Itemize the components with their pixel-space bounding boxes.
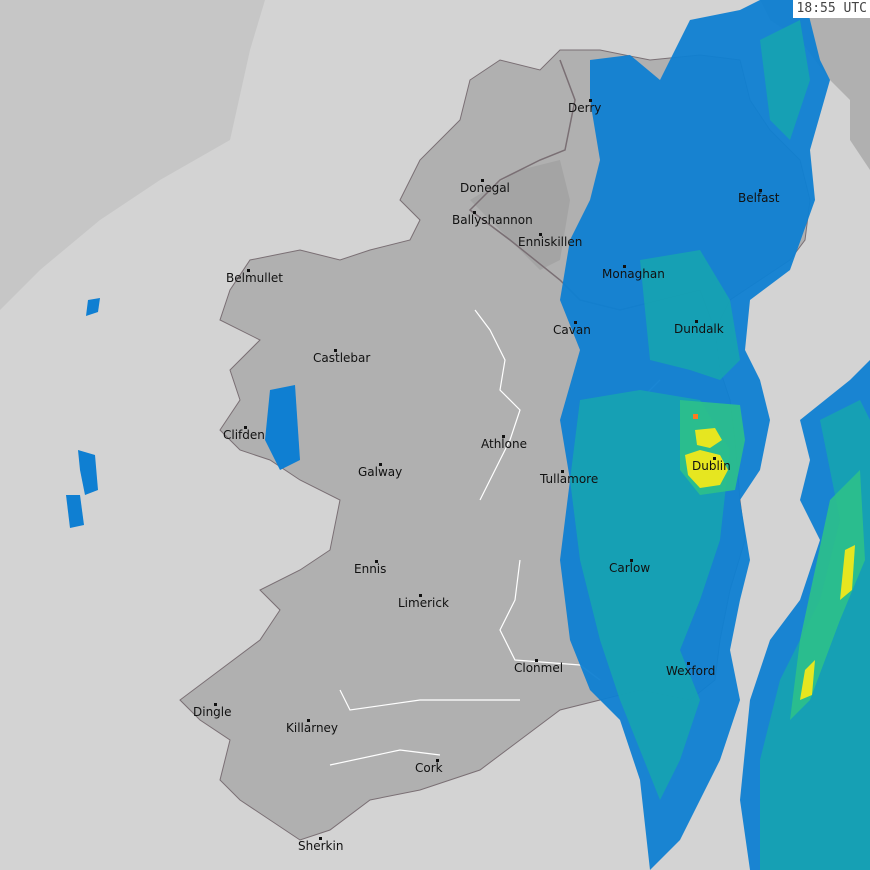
city-marker: [695, 320, 698, 323]
city-marker: [535, 659, 538, 662]
city-label: Dublin: [692, 459, 731, 473]
city-marker: [539, 233, 542, 236]
city-marker: [379, 463, 382, 466]
city-marker: [574, 321, 577, 324]
city-label: Galway: [358, 465, 403, 479]
city-label: Monaghan: [602, 267, 665, 281]
city-label: Castlebar: [313, 351, 371, 365]
radar-out-of-range-area: [0, 0, 265, 310]
rain-west-cell-2: [66, 495, 84, 528]
city-label: Belfast: [738, 191, 780, 205]
city-label: Belmullet: [226, 271, 283, 285]
city-marker: [589, 99, 592, 102]
city-marker: [247, 269, 250, 272]
city-label: Cork: [415, 761, 443, 775]
rain-very-heavy-dublin: [685, 450, 728, 488]
city-label: Dundalk: [674, 322, 724, 336]
rain-extreme-cell: [693, 414, 698, 419]
city-marker: [334, 349, 337, 352]
land-fermanagh-darker: [470, 160, 570, 270]
city-marker: [319, 837, 322, 840]
city-marker: [759, 189, 762, 192]
city-label: Clonmel: [514, 661, 564, 675]
land-scotland: [760, 0, 870, 170]
timestamp-label: 18:55 UTC: [792, 0, 870, 18]
rain-very-heavy-irish-sea: [840, 545, 855, 600]
city-label: Sherkin: [298, 839, 344, 853]
city-marker: [687, 662, 690, 665]
city-label: Derry: [568, 101, 602, 115]
rain-moderate-2: [570, 390, 730, 800]
city-label: Clifden: [223, 428, 265, 442]
city-marker: [713, 457, 716, 460]
city-marker: [244, 426, 247, 429]
city-label: Killarney: [286, 721, 339, 735]
city-label: Wexford: [666, 664, 716, 678]
city-label: Ennis: [354, 562, 387, 576]
radar-echoes: [66, 0, 870, 870]
city-marker: [307, 719, 310, 722]
city-label: Cavan: [553, 323, 591, 337]
rain-heavy-2: [790, 470, 865, 720]
city-marker: [481, 179, 484, 182]
rain-very-heavy-sea-2: [800, 660, 815, 700]
city-label: Dingle: [193, 705, 232, 719]
rain-west-cell-3: [86, 298, 100, 316]
city-marker: [436, 759, 439, 762]
city-label: Athlone: [481, 437, 527, 451]
city-marker: [473, 211, 476, 214]
city-label: Donegal: [460, 181, 510, 195]
city-label: Enniskillen: [518, 235, 583, 249]
city-marker: [561, 470, 564, 473]
city-label: Ballyshannon: [452, 213, 533, 227]
city-marker: [630, 559, 633, 562]
city-marker: [214, 703, 217, 706]
rain-moderate-1: [640, 250, 740, 380]
rain-west-cell-4: [265, 385, 300, 470]
rain-very-heavy-north-dublin: [695, 428, 722, 448]
rain-moderate-4: [760, 20, 810, 140]
river-blackwater: [339, 689, 520, 711]
city-label: Tullamore: [540, 472, 599, 486]
rain-west-cell-1: [78, 450, 98, 495]
city-marker: [419, 594, 422, 597]
city-marker: [375, 560, 378, 563]
city-label: Carlow: [609, 561, 651, 575]
city-marker: [623, 265, 626, 268]
river-shannon: [474, 309, 521, 501]
river-lee: [329, 749, 441, 766]
city-marker: [502, 435, 505, 438]
city-label: Limerick: [398, 596, 449, 610]
